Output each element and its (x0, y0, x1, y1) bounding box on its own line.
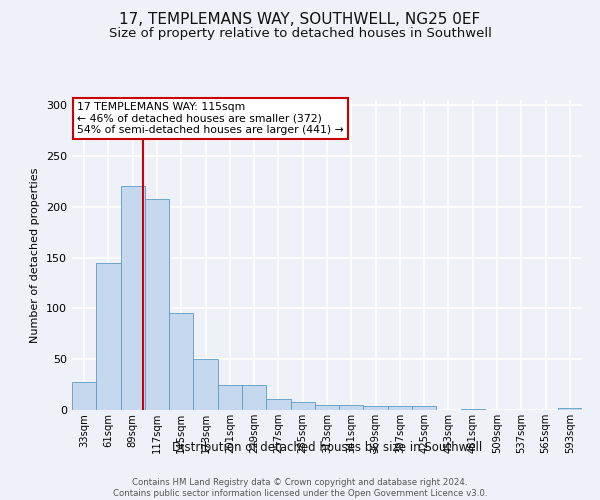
Bar (266, 399, 290, 410)
Bar (412, 406, 436, 410)
Bar (315, 405, 339, 410)
Bar (339, 405, 364, 410)
Bar (290, 402, 315, 410)
Bar (461, 409, 485, 410)
Text: 17, TEMPLEMANS WAY, SOUTHWELL, NG25 0EF: 17, TEMPLEMANS WAY, SOUTHWELL, NG25 0EF (119, 12, 481, 28)
Text: Contains HM Land Registry data © Crown copyright and database right 2024.
Contai: Contains HM Land Registry data © Crown c… (113, 478, 487, 498)
Bar (364, 406, 388, 410)
Y-axis label: Number of detached properties: Number of detached properties (31, 168, 40, 342)
Bar (558, 408, 582, 410)
Bar (388, 406, 412, 410)
Bar (121, 186, 145, 410)
Bar (145, 198, 169, 410)
Text: Size of property relative to detached houses in Southwell: Size of property relative to detached ho… (109, 28, 491, 40)
Bar (218, 384, 242, 410)
Text: Distribution of detached houses by size in Southwell: Distribution of detached houses by size … (172, 441, 482, 454)
Bar (72, 382, 96, 410)
Text: 17 TEMPLEMANS WAY: 115sqm
← 46% of detached houses are smaller (372)
54% of semi: 17 TEMPLEMANS WAY: 115sqm ← 46% of detac… (77, 102, 344, 134)
Bar (96, 262, 121, 410)
Bar (169, 314, 193, 410)
Bar (193, 359, 218, 410)
Bar (242, 384, 266, 410)
